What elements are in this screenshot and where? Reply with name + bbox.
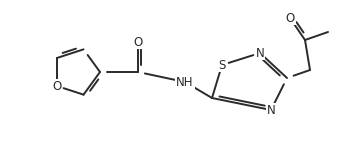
Text: N: N	[267, 104, 275, 116]
Text: O: O	[285, 12, 294, 24]
Text: N: N	[255, 47, 264, 60]
Text: NH: NH	[176, 76, 194, 88]
Text: O: O	[133, 36, 143, 48]
Text: S: S	[218, 59, 226, 72]
Text: O: O	[52, 80, 62, 92]
